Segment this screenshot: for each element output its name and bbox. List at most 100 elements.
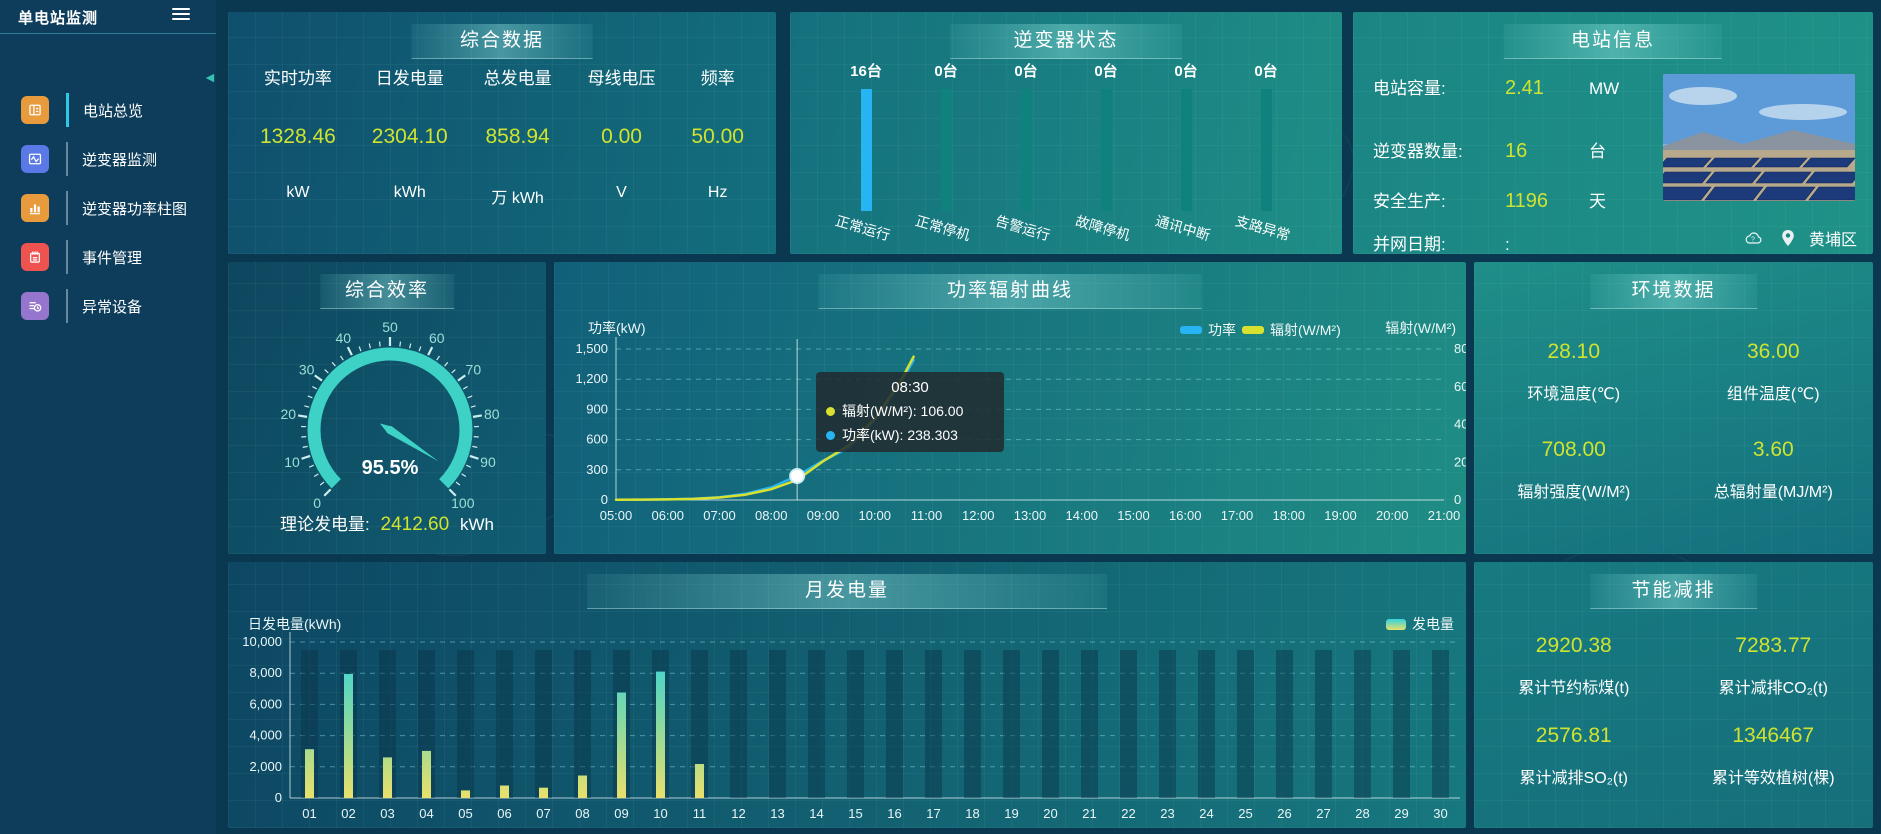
station-row-unit: 台	[1589, 142, 1606, 161]
metric-cell: 1346467 累计等效植树(棵)	[1674, 724, 1874, 788]
svg-text:06: 06	[497, 806, 511, 821]
tooltip-series-dot	[826, 430, 835, 440]
panel-station-info: 电站信息 电站容量: 2.41 MW 逆变器数量: 16 台安全生产: 1196 天并网日期:…	[1353, 12, 1873, 254]
svg-text:10,000: 10,000	[242, 634, 282, 649]
sidebar-collapse-arrow-icon[interactable]: ◄	[203, 69, 217, 85]
svg-text:16:00: 16:00	[1169, 508, 1202, 523]
curve-legend[interactable]: 功率 辐射(W/M²)	[1174, 320, 1341, 340]
metric-cell: 7283.77 累计减排CO₂(t)	[1674, 634, 1874, 698]
panel-title: 综合效率	[320, 274, 454, 309]
sidebar-item-5[interactable]: 异常设备	[0, 289, 216, 323]
overview-icon	[21, 96, 49, 124]
svg-text:04: 04	[419, 806, 433, 821]
station-row-value: 1196	[1505, 190, 1549, 212]
sidebar-item-label: 电站总览	[83, 102, 144, 120]
svg-text:1,500: 1,500	[575, 341, 608, 356]
svg-text:09: 09	[614, 806, 628, 821]
svg-text:95.5%: 95.5%	[362, 457, 419, 479]
sidebar-item-2[interactable]: 逆变器监测	[0, 142, 216, 176]
hamburger-menu-icon[interactable]	[172, 8, 190, 22]
svg-text:?: ?	[1751, 237, 1755, 244]
power-radiation-line-chart[interactable]: 0 300 600 900 1,200 1,500 0 200 400 600 800 05:00 06…	[554, 262, 1476, 554]
svg-text:18:00: 18:00	[1272, 508, 1305, 523]
location-pin-icon	[1782, 230, 1794, 246]
tooltip-item-text: 辐射(W/M²): 106.00	[842, 403, 964, 419]
svg-text:24: 24	[1199, 806, 1213, 821]
metric-cell: 36.00 组件温度(℃)	[1674, 340, 1874, 404]
svg-text:10: 10	[653, 806, 667, 821]
svg-text:18: 18	[965, 806, 979, 821]
summary-metric: 总发电量 858.94 万 kWh	[484, 64, 552, 208]
svg-text:70: 70	[466, 361, 482, 377]
metric-cell: 2920.38 累计节约标煤(t)	[1474, 634, 1674, 698]
svg-text:200: 200	[1454, 454, 1466, 469]
sidebar-item-1[interactable]: 电站总览	[0, 93, 216, 127]
metric-value: 7283.77	[1735, 634, 1812, 657]
metric-unit: Hz	[707, 184, 728, 201]
abnormal-device-icon	[21, 292, 49, 320]
station-row-label: 安全生产:	[1373, 192, 1446, 211]
svg-text:20: 20	[280, 406, 296, 422]
station-row-unit: 天	[1589, 192, 1606, 211]
metric-label: 总发电量	[483, 69, 552, 88]
inverter-count: 0台	[1174, 63, 1198, 80]
metric-value: 708.00	[1541, 438, 1606, 461]
svg-text:600: 600	[586, 432, 608, 447]
svg-text:03: 03	[380, 806, 394, 821]
svg-text:50: 50	[382, 319, 398, 335]
svg-text:21:00: 21:00	[1428, 508, 1461, 523]
monthly-axis-title: 日发电量(kWh)	[248, 616, 342, 632]
svg-text:25: 25	[1238, 806, 1252, 821]
efficiency-gauge-chart[interactable]: 0 10 20 30 40 50 60 70 80 90 100 95.5%	[228, 302, 546, 514]
panel-title: 综合数据	[411, 24, 593, 59]
svg-text:09:00: 09:00	[807, 508, 840, 523]
tooltip-time: 08:30	[891, 379, 929, 396]
metric-label: 累计减排SO₂(t)	[1519, 770, 1628, 787]
svg-text:10: 10	[284, 454, 300, 470]
svg-text:10:00: 10:00	[858, 508, 891, 523]
station-row-label: 电站容量:	[1373, 79, 1446, 98]
inverter-status-label: 通讯中断	[1153, 212, 1212, 244]
panel-inverter-status: 逆变器状态 16台 正常运行 0台 正常停机 0台 告警运行 0台 故障停机 0台 通讯中断 0台支…	[790, 12, 1342, 254]
svg-text:12: 12	[731, 806, 745, 821]
inverter-monitor-icon	[21, 145, 49, 173]
svg-text:15: 15	[848, 806, 862, 821]
sidebar-item-4[interactable]: 事件管理	[0, 240, 216, 274]
inverter-status-item: 0台通讯中断	[1154, 60, 1216, 243]
metric-unit: 万 kWh	[491, 190, 544, 207]
panel-title: 电站信息	[1503, 24, 1723, 59]
radiation-legend-label: 辐射(W/M²)	[1270, 322, 1341, 338]
inverter-status-label: 正常停机	[913, 212, 972, 244]
inverter-count: 0台	[1254, 63, 1278, 80]
svg-text:05:00: 05:00	[600, 508, 633, 523]
solar-farm-image	[1663, 74, 1855, 201]
metric-value: 50.00	[691, 125, 744, 148]
svg-text:400: 400	[1454, 417, 1466, 432]
sidebar-item-label: 逆变器功率柱图	[82, 200, 188, 218]
inverter-power-bars-icon	[21, 194, 49, 222]
metric-value: 1328.46	[259, 125, 336, 148]
app-title: 单电站监测	[18, 10, 99, 27]
svg-text:600: 600	[1454, 379, 1466, 394]
inverter-bar	[1180, 89, 1192, 211]
svg-text:13: 13	[770, 806, 784, 821]
tooltip-item: 功率(kW): 238.303	[826, 425, 994, 445]
svg-text:11:00: 11:00	[911, 508, 943, 523]
active-indicator	[66, 93, 69, 127]
monthly-legend[interactable]: 发电量	[1380, 614, 1454, 634]
metric-value: 36.00	[1746, 340, 1800, 363]
sidebar-menu: 电站总览逆变器监测逆变器功率柱图事件管理异常设备	[0, 34, 216, 323]
inverter-status-label: 告警运行	[993, 212, 1052, 244]
station-info-row: 电站容量: 2.41 MW	[1373, 74, 1619, 100]
station-row-label: 并网日期:	[1373, 235, 1446, 254]
sidebar-item-label: 逆变器监测	[82, 151, 158, 169]
svg-text:30: 30	[1433, 806, 1447, 821]
active-indicator	[66, 142, 68, 176]
sidebar-item-3[interactable]: 逆变器功率柱图	[0, 191, 216, 225]
sidebar-header: 单电站监测	[0, 0, 216, 34]
inverter-bar	[1100, 89, 1112, 211]
summary-metric: 实时功率 1328.46 kW	[260, 64, 336, 208]
panel-environment-data: 环境数据 28.10 环境温度(℃) 36.00 组件温度(℃) 708.00 辐射强度(…	[1474, 262, 1873, 554]
metric-cell: 28.10 环境温度(℃)	[1474, 340, 1674, 404]
monthly-generation-bar-chart[interactable]: 0 2,000 4,000 6,000 8,000 10,000 01 02 03 04 05 06 0…	[228, 562, 1466, 828]
